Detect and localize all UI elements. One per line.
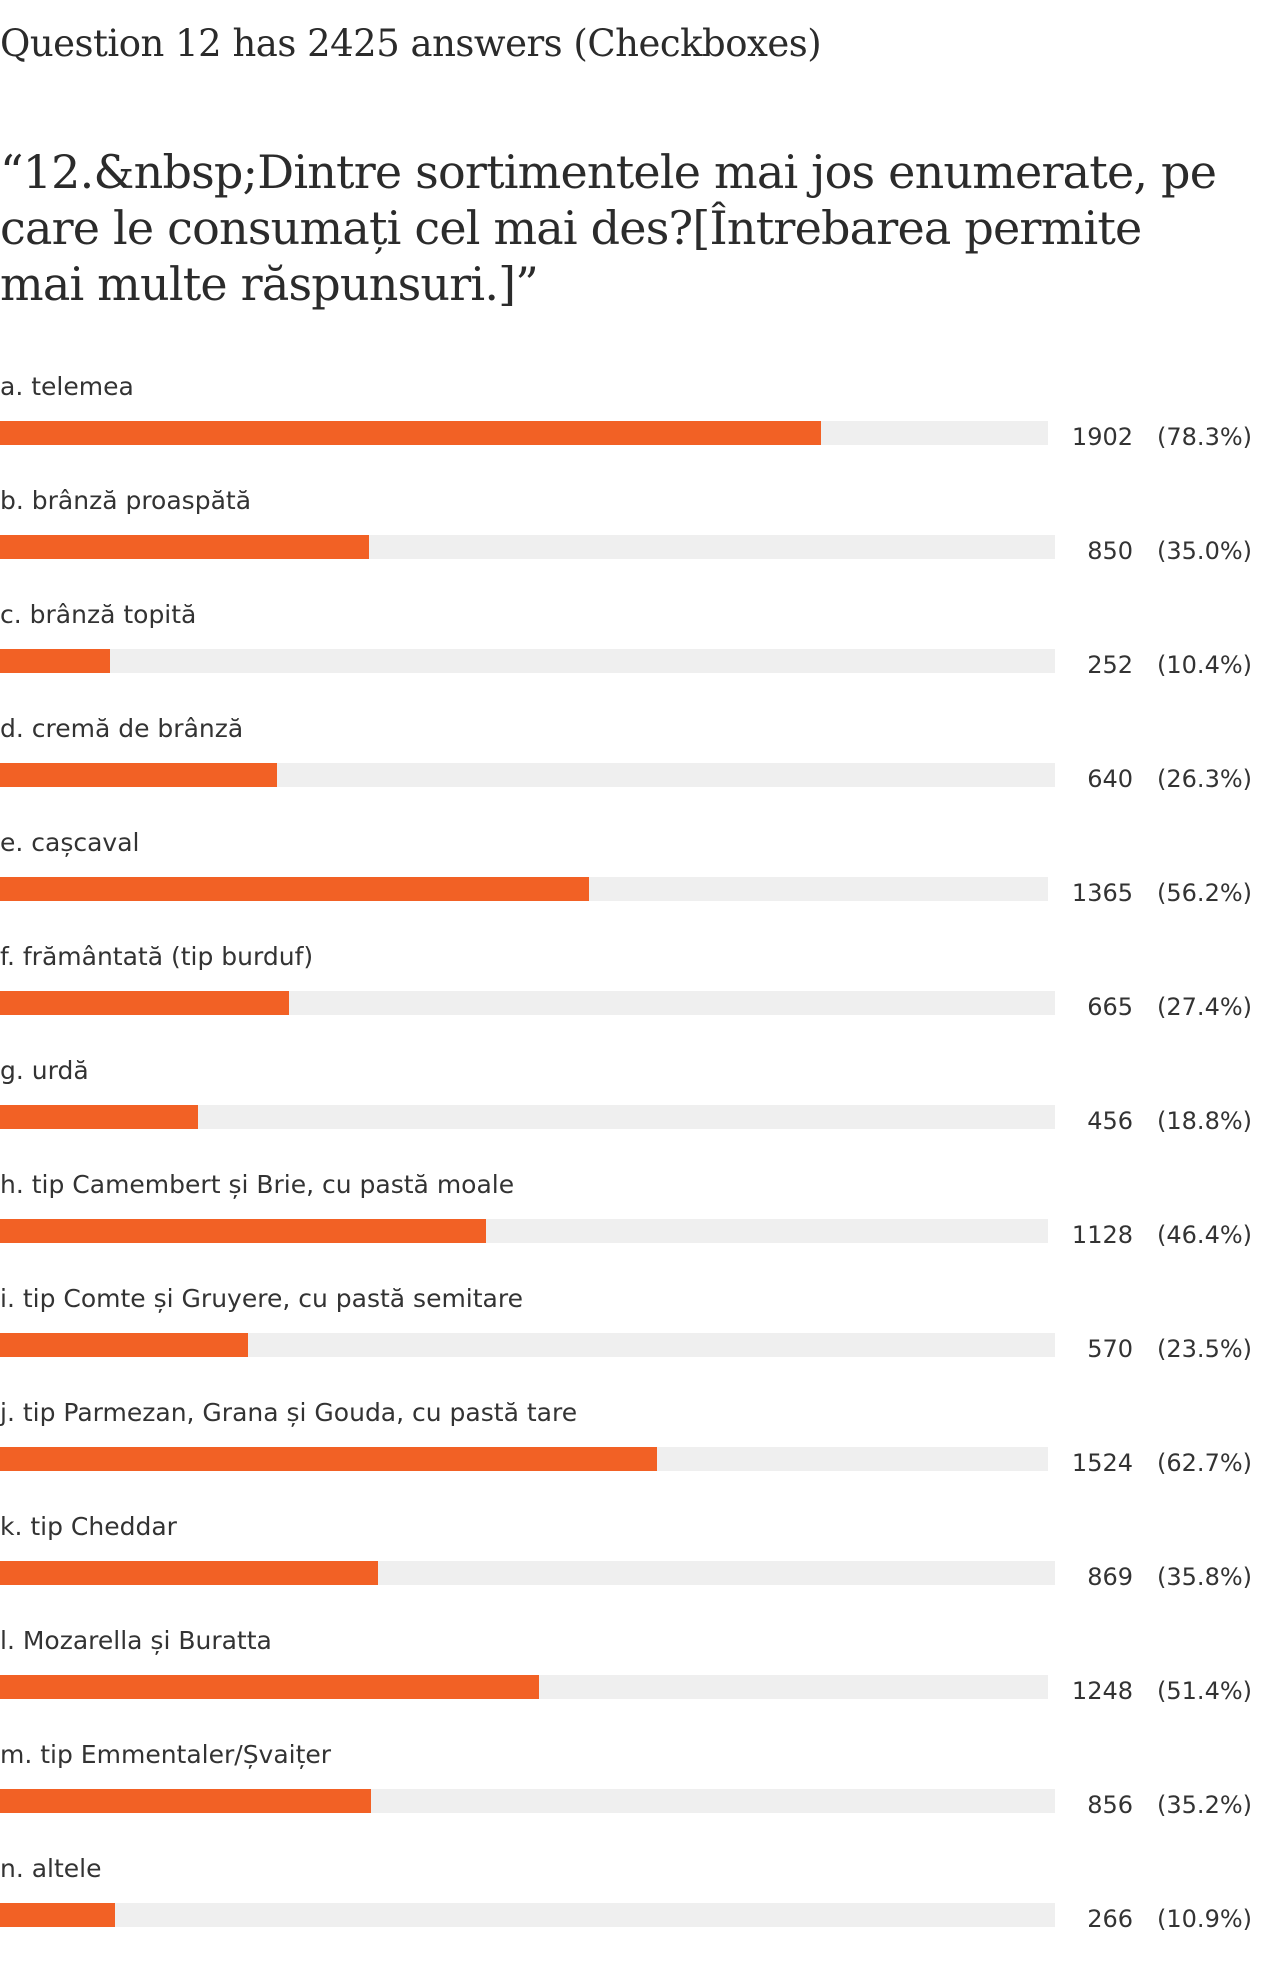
option-label: f. frământată (tip burduf)	[0, 942, 314, 971]
bar-track	[0, 1219, 1048, 1243]
answer-count: 570	[1087, 1335, 1133, 1363]
chart-row: b. brânză proaspătă 850 (35.0%)	[0, 480, 1270, 594]
bar-track	[0, 991, 1055, 1015]
bar-track	[0, 649, 1055, 673]
answer-count: 640	[1087, 765, 1133, 793]
chart-row: k. tip Cheddar 869 (35.8%)	[0, 1506, 1270, 1620]
bar-fill	[0, 1219, 487, 1243]
answer-percent: (10.4%)	[1157, 651, 1252, 679]
option-label: i. tip Comte și Gruyere, cu pastă semita…	[0, 1284, 523, 1313]
bar-track	[0, 1333, 1055, 1357]
option-label: m. tip Emmentaler/Șvaițer	[0, 1740, 332, 1769]
option-label: b. brânză proaspătă	[0, 486, 252, 515]
chart-row: i. tip Comte și Gruyere, cu pastă semita…	[0, 1278, 1270, 1392]
answer-percent: (62.7%)	[1157, 1449, 1252, 1477]
chart-row: a. telemea 1902 (78.3%)	[0, 366, 1270, 480]
chart-row: e. cașcaval 1365 (56.2%)	[0, 822, 1270, 936]
answer-count: 1365	[1071, 879, 1133, 907]
bar-fill	[0, 1105, 199, 1129]
bar-fill	[0, 1561, 378, 1585]
bar-fill	[0, 1675, 539, 1699]
chart-row: l. Mozarella și Buratta 1248 (51.4%)	[0, 1620, 1270, 1734]
chart-row: g. urdă 456 (18.8%)	[0, 1050, 1270, 1164]
answer-percent: (51.4%)	[1157, 1677, 1252, 1705]
bar-track	[0, 1105, 1055, 1129]
answer-percent: (10.9%)	[1157, 1905, 1252, 1933]
bar-track	[0, 1675, 1048, 1699]
answer-count: 869	[1087, 1563, 1133, 1591]
answers-summary: Question 12 has 2425 answers (Checkboxes…	[0, 22, 822, 65]
answer-count: 850	[1087, 537, 1133, 565]
bar-fill	[0, 649, 110, 673]
answer-count: 252	[1087, 651, 1133, 679]
question-title: “12.&nbsp;Dintre sortimentele mai jos en…	[0, 145, 1217, 311]
option-label: a. telemea	[0, 372, 134, 401]
bar-chart: a. telemea 1902 (78.3%) b. brânză proaspătă…	[0, 366, 1270, 1962]
chart-row: n. altele 266 (10.9%)	[0, 1848, 1270, 1962]
bar-fill	[0, 991, 290, 1015]
answer-percent: (27.4%)	[1157, 993, 1252, 1021]
chart-row: f. frământată (tip burduf) 665 (27.4%)	[0, 936, 1270, 1050]
bar-track	[0, 877, 1048, 901]
option-label: j. tip Parmezan, Grana și Gouda, cu past…	[0, 1398, 578, 1427]
answer-percent: (46.4%)	[1157, 1221, 1252, 1249]
bar-fill	[0, 1333, 248, 1357]
answer-count: 1128	[1071, 1221, 1133, 1249]
bar-fill	[0, 763, 278, 787]
chart-row: h. tip Camembert și Brie, cu pastă moale…	[0, 1164, 1270, 1278]
bar-track	[0, 763, 1055, 787]
answer-count: 856	[1087, 1791, 1133, 1819]
bar-track	[0, 421, 1048, 445]
bar-track	[0, 535, 1055, 559]
bar-fill	[0, 877, 589, 901]
option-label: n. altele	[0, 1854, 102, 1883]
answer-percent: (78.3%)	[1157, 423, 1252, 451]
option-label: d. cremă de brânză	[0, 714, 244, 743]
answer-percent: (35.8%)	[1157, 1563, 1252, 1591]
bar-fill	[0, 1903, 115, 1927]
bar-fill	[0, 1789, 372, 1813]
answer-percent: (26.3%)	[1157, 765, 1252, 793]
answer-count: 456	[1087, 1107, 1133, 1135]
bar-fill	[0, 421, 821, 445]
bar-track	[0, 1561, 1055, 1585]
chart-row: j. tip Parmezan, Grana și Gouda, cu past…	[0, 1392, 1270, 1506]
bar-track	[0, 1903, 1055, 1927]
option-label: h. tip Camembert și Brie, cu pastă moale	[0, 1170, 515, 1199]
answer-percent: (56.2%)	[1157, 879, 1252, 907]
answer-percent: (18.8%)	[1157, 1107, 1252, 1135]
bar-fill	[0, 535, 370, 559]
option-label: l. Mozarella și Buratta	[0, 1626, 272, 1655]
answer-percent: (23.5%)	[1157, 1335, 1252, 1363]
answer-count: 1902	[1071, 423, 1133, 451]
answer-count: 1524	[1071, 1449, 1133, 1477]
option-label: g. urdă	[0, 1056, 89, 1085]
answer-count: 1248	[1071, 1677, 1133, 1705]
answer-percent: (35.2%)	[1157, 1791, 1252, 1819]
option-label: c. brânză topită	[0, 600, 197, 629]
chart-row: m. tip Emmentaler/Șvaițer 856 (35.2%)	[0, 1734, 1270, 1848]
option-label: e. cașcaval	[0, 828, 140, 857]
answer-count: 266	[1087, 1905, 1133, 1933]
answer-percent: (35.0%)	[1157, 537, 1252, 565]
chart-row: c. brânză topită 252 (10.4%)	[0, 594, 1270, 708]
answer-count: 665	[1087, 993, 1133, 1021]
bar-track	[0, 1447, 1048, 1471]
bar-fill	[0, 1447, 658, 1471]
chart-row: d. cremă de brânză 640 (26.3%)	[0, 708, 1270, 822]
bar-track	[0, 1789, 1055, 1813]
option-label: k. tip Cheddar	[0, 1512, 177, 1541]
